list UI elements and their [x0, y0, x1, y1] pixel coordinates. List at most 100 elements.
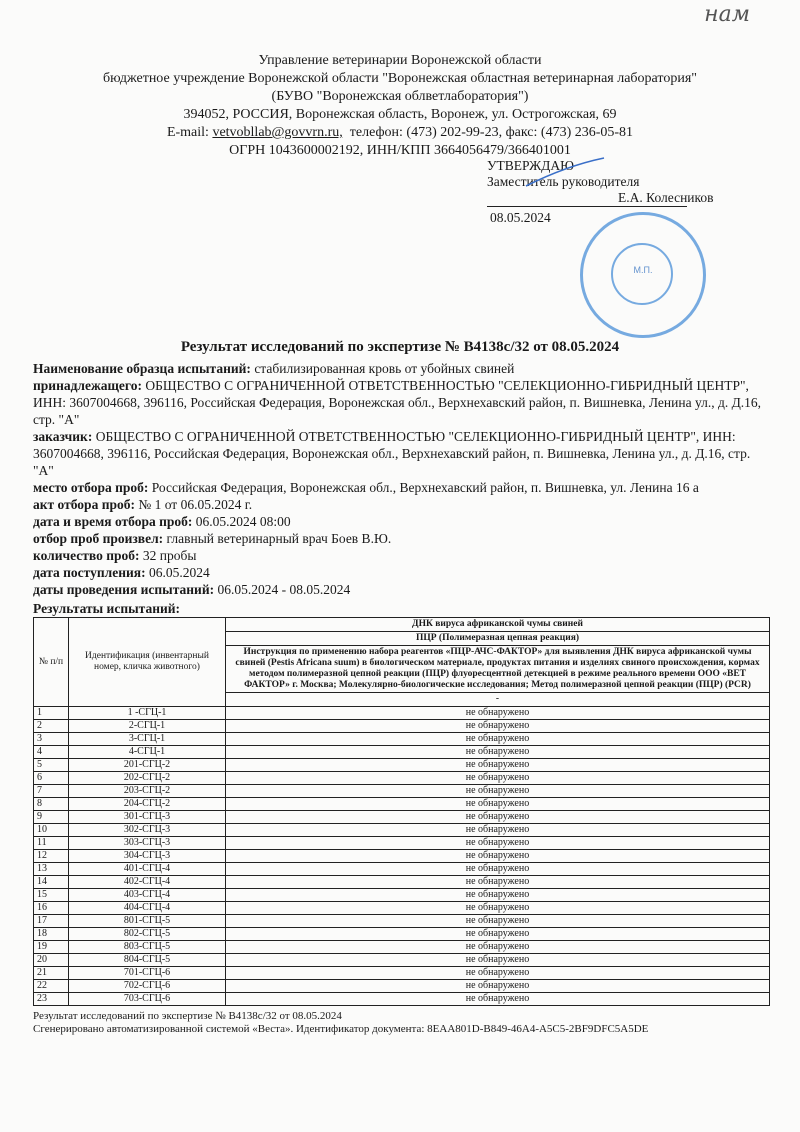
table-row: 22 702-СГЦ-6 не обнаружено: [33, 979, 770, 993]
method-full: Инструкция по применению набора реагенто…: [225, 645, 770, 693]
field-value: Российская Федерация, Воронежская обл., …: [151, 480, 699, 495]
field-label: заказчик:: [33, 429, 93, 444]
table-row: 8 204-СГЦ-2 не обнаружено: [33, 797, 770, 811]
header-line: бюджетное учреждение Воронежской области…: [103, 71, 697, 86]
field-row: количество проб: 32 пробы: [33, 547, 773, 564]
row-id: 804-СГЦ-5: [68, 953, 226, 967]
email-link[interactable]: vetvobllab@govvrn.ru,: [212, 125, 343, 140]
row-number: 14: [33, 875, 69, 889]
table-row: 19 803-СГЦ-5 не обнаружено: [33, 940, 770, 954]
table-row: 11 303-СГЦ-3 не обнаружено: [33, 836, 770, 850]
table-row: 7 203-СГЦ-2 не обнаружено: [33, 784, 770, 798]
field-value: 06.05.2024 - 08.05.2024: [217, 582, 351, 597]
row-number: 18: [33, 927, 69, 941]
row-number: 15: [33, 888, 69, 902]
footer-line: Результат исследований по экспертизе № В…: [33, 1010, 342, 1022]
field-row: дата и время отбора проб: 06.05.2024 08:…: [33, 513, 773, 530]
stamp-mp: М.П.: [633, 265, 653, 275]
row-id: 201-СГЦ-2: [68, 758, 226, 772]
header-line: 394052, РОССИЯ, Воронежская область, Вор…: [183, 107, 617, 122]
row-id: 403-СГЦ-4: [68, 888, 226, 902]
field-label: Наименование образца испытаний:: [33, 361, 251, 376]
field-row: Наименование образца испытаний: стабилиз…: [33, 360, 773, 377]
field-row: дата поступления: 06.05.2024: [33, 564, 773, 581]
row-result: не обнаружено: [225, 940, 770, 954]
official-stamp: М.П.: [580, 212, 706, 338]
row-number: 16: [33, 901, 69, 915]
row-id: 3-СГЦ-1: [68, 732, 226, 746]
field-row: заказчик: ОБЩЕСТВО С ОГРАНИЧЕННОЙ ОТВЕТС…: [33, 428, 773, 479]
row-number: 10: [33, 823, 69, 837]
table-row: 2 2-СГЦ-1 не обнаружено: [33, 719, 770, 733]
unit: -: [225, 692, 770, 707]
row-number: 19: [33, 940, 69, 954]
row-number: 2: [33, 719, 69, 733]
row-result: не обнаружено: [225, 953, 770, 967]
row-number: 8: [33, 797, 69, 811]
field-row: место отбора проб: Российская Федерация,…: [33, 479, 773, 496]
table-row: 5 201-СГЦ-2 не обнаружено: [33, 758, 770, 772]
col-header-id: Идентификация (инвентарный номер, кличка…: [68, 617, 226, 707]
table-row: 20 804-СГЦ-5 не обнаружено: [33, 953, 770, 967]
row-result: не обнаружено: [225, 992, 770, 1006]
row-number: 20: [33, 953, 69, 967]
field-value: 32 пробы: [142, 548, 197, 563]
field-value: № 1 от 06.05.2024 г.: [138, 497, 253, 512]
row-result: не обнаружено: [225, 823, 770, 837]
row-id: 702-СГЦ-6: [68, 979, 226, 993]
row-id: 801-СГЦ-5: [68, 914, 226, 928]
row-result: не обнаружено: [225, 849, 770, 863]
row-result: не обнаружено: [225, 862, 770, 876]
row-number: 22: [33, 979, 69, 993]
row-number: 11: [33, 836, 69, 850]
table-row: 4 4-СГЦ-1 не обнаружено: [33, 745, 770, 759]
table-row: 10 302-СГЦ-3 не обнаружено: [33, 823, 770, 837]
table-row: 14 402-СГЦ-4 не обнаружено: [33, 875, 770, 889]
row-result: не обнаружено: [225, 901, 770, 915]
row-id: 203-СГЦ-2: [68, 784, 226, 798]
row-result: не обнаружено: [225, 979, 770, 993]
row-id: 301-СГЦ-3: [68, 810, 226, 824]
table-row: 3 3-СГЦ-1 не обнаружено: [33, 732, 770, 746]
row-result: не обнаружено: [225, 810, 770, 824]
row-number: 3: [33, 732, 69, 746]
field-label: акт отбора проб:: [33, 497, 135, 512]
field-value: 06.05.2024: [148, 565, 210, 580]
row-id: 302-СГЦ-3: [68, 823, 226, 837]
row-number: 5: [33, 758, 69, 772]
row-id: 1 -СГЦ-1: [68, 706, 226, 720]
results-title: Результаты испытаний:: [33, 601, 181, 616]
field-row: акт отбора проб: № 1 от 06.05.2024 г.: [33, 496, 773, 513]
table-row: 21 701-СГЦ-6 не обнаружено: [33, 966, 770, 980]
row-result: не обнаружено: [225, 797, 770, 811]
field-label: дата и время отбора проб:: [33, 514, 193, 529]
row-number: 13: [33, 862, 69, 876]
footer-line: Сгенерировано автоматизированной системо…: [33, 1023, 649, 1035]
field-row: даты проведения испытаний: 06.05.2024 - …: [33, 581, 773, 598]
row-id: 404-СГЦ-4: [68, 901, 226, 915]
contacts-line: E-mail: vetvobllab@govvrn.ru, телефон: (…: [0, 124, 800, 142]
signature-line: [487, 206, 687, 207]
table-row: 12 304-СГЦ-3 не обнаружено: [33, 849, 770, 863]
field-label: количество проб:: [33, 548, 140, 563]
table-row: 6 202-СГЦ-2 не обнаружено: [33, 771, 770, 785]
row-number: 23: [33, 992, 69, 1006]
row-result: не обнаружено: [225, 758, 770, 772]
row-id: 401-СГЦ-4: [68, 862, 226, 876]
row-number: 6: [33, 771, 69, 785]
row-result: не обнаружено: [225, 914, 770, 928]
ogrn: ОГРН 1043600002192, ИНН/КПП 3664056479/3…: [229, 143, 571, 158]
table-row: 13 401-СГЦ-4 не обнаружено: [33, 862, 770, 876]
test-name: ДНК вируса африканской чумы свиней: [225, 617, 770, 632]
header-line: (БУВО "Воронежская облветлаборатория"): [271, 89, 529, 104]
sample-fields: Наименование образца испытаний: стабилиз…: [33, 360, 773, 598]
page-title: Результат исследований по экспертизе № В…: [180, 339, 620, 355]
row-result: не обнаружено: [225, 732, 770, 746]
row-id: 202-СГЦ-2: [68, 771, 226, 785]
handwritten-note: нам: [704, 2, 750, 27]
col-header-num: № п/п: [33, 617, 69, 707]
field-value: ОБЩЕСТВО С ОГРАНИЧЕННОЙ ОТВЕТСТВЕННОСТЬЮ…: [33, 378, 762, 427]
row-result: не обнаружено: [225, 927, 770, 941]
